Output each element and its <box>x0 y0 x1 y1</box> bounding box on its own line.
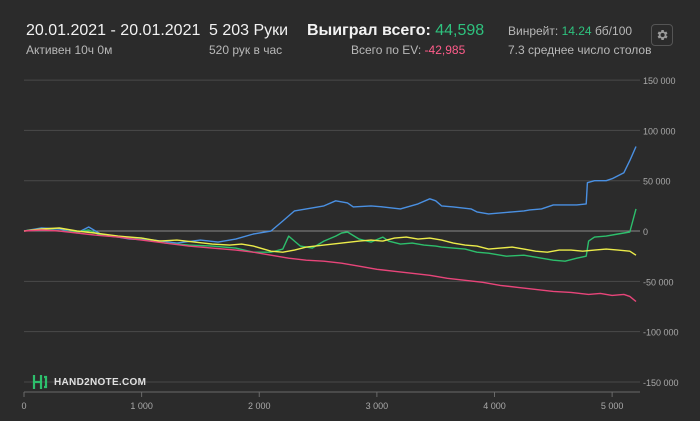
header: 20.01.2021 - 20.01.2021 Активен 10ч 0м 5… <box>0 0 700 70</box>
avg-tables: 7.3 среднее число столов <box>508 43 652 57</box>
winrate-unit: бб/100 <box>594 24 633 38</box>
session-status: Активен 10ч 0м <box>26 43 113 57</box>
hand2note-logo: HAND2NOTE.COM <box>32 374 146 390</box>
x-tick-label: 1 000 <box>130 401 153 411</box>
total-ev-value: -42,985 <box>424 43 466 57</box>
winrate: Винрейт: 14.24 бб/100 <box>508 24 632 38</box>
hands-count: 5 203 Руки <box>209 22 289 39</box>
gear-icon <box>657 30 668 40</box>
x-tick-label: 3 000 <box>366 401 389 411</box>
y-tick-label: -100 000 <box>643 328 679 338</box>
hand2note-logo-icon <box>32 375 48 389</box>
x-tick-label: 0 <box>21 401 26 411</box>
x-tick-label: 4 000 <box>483 401 506 411</box>
series-line-yellow <box>23 227 637 256</box>
total-won-value: 44,598 <box>435 22 485 39</box>
total-won: Выиграл всего: 44,598 <box>307 22 484 40</box>
series-line-pink <box>23 229 637 303</box>
total-won-label: Выиграл всего: <box>307 22 431 39</box>
hands-per-hour: 520 рук в час <box>209 43 283 57</box>
y-tick-label: 150 000 <box>643 76 676 86</box>
y-tick-label: 100 000 <box>643 126 676 136</box>
total-ev-label: Всего по EV: <box>351 43 422 57</box>
logo-text: HAND2NOTE.COM <box>54 376 147 388</box>
series-line-blue <box>23 146 637 244</box>
y-tick-label: 0 <box>643 227 648 237</box>
y-tick-label: -50 000 <box>643 277 674 287</box>
winrate-value: 14.24 <box>561 24 592 38</box>
winrate-label: Винрейт: <box>508 24 559 38</box>
series-line-green <box>23 208 637 262</box>
total-ev: Всего по EV: -42,985 <box>351 43 465 57</box>
x-tick-label: 5 000 <box>601 401 624 411</box>
y-tick-label: -150 000 <box>643 378 679 388</box>
settings-button[interactable] <box>651 24 673 46</box>
x-tick-label: 2 000 <box>248 401 271 411</box>
y-tick-label: 50 000 <box>643 177 671 187</box>
date-range: 20.01.2021 - 20.01.2021 <box>26 22 201 39</box>
